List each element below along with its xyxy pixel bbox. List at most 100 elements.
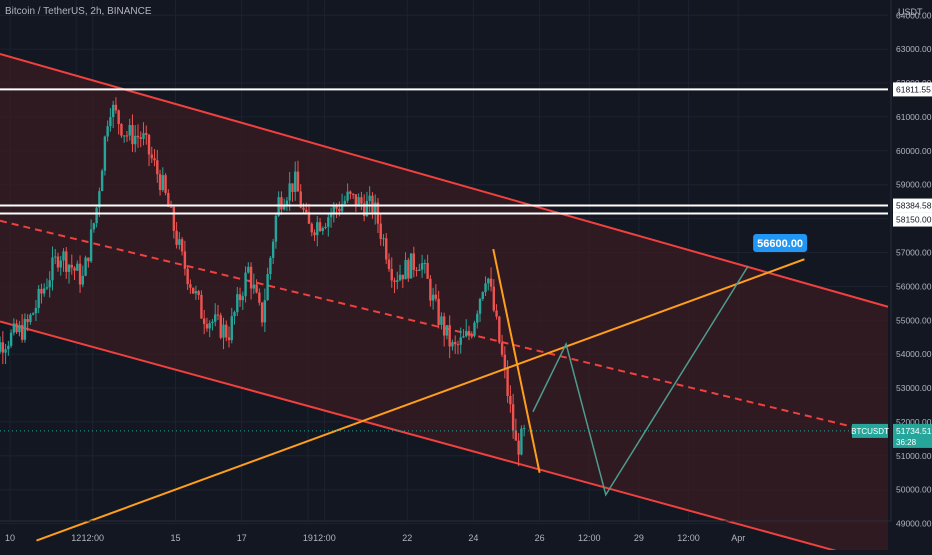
candle[interactable] bbox=[183, 240, 187, 276]
candle[interactable] bbox=[299, 184, 302, 209]
candle[interactable] bbox=[23, 313, 27, 343]
candle[interactable] bbox=[398, 264, 402, 282]
candle[interactable] bbox=[186, 266, 189, 290]
candle[interactable] bbox=[503, 346, 507, 379]
breakdown-trend-line[interactable] bbox=[492, 248, 541, 473]
candle[interactable] bbox=[153, 149, 156, 167]
candle[interactable] bbox=[498, 315, 501, 345]
candle[interactable] bbox=[288, 171, 291, 211]
candle[interactable] bbox=[167, 189, 170, 208]
candle[interactable] bbox=[459, 327, 462, 354]
candle[interactable] bbox=[34, 299, 38, 321]
projection-path[interactable] bbox=[532, 265, 749, 497]
candle[interactable] bbox=[241, 291, 245, 310]
candle[interactable] bbox=[205, 317, 209, 332]
candle[interactable] bbox=[59, 255, 62, 276]
symbol-title[interactable]: Bitcoin / TetherUS, 2h, BINANCE bbox=[5, 6, 152, 17]
candle[interactable] bbox=[393, 277, 396, 294]
candle[interactable] bbox=[379, 214, 382, 246]
candle[interactable] bbox=[426, 254, 429, 279]
candle[interactable] bbox=[4, 343, 7, 364]
candle[interactable] bbox=[214, 303, 217, 327]
candle[interactable] bbox=[495, 304, 498, 320]
candle[interactable] bbox=[15, 319, 18, 334]
candle[interactable] bbox=[467, 325, 471, 341]
candle[interactable] bbox=[219, 312, 222, 340]
candle[interactable] bbox=[211, 318, 214, 331]
candle[interactable] bbox=[327, 213, 330, 237]
candle[interactable] bbox=[401, 274, 404, 289]
candle[interactable] bbox=[481, 291, 484, 301]
candle[interactable] bbox=[40, 283, 43, 304]
candle[interactable] bbox=[191, 287, 195, 295]
candle[interactable] bbox=[511, 393, 515, 439]
candle[interactable] bbox=[478, 297, 482, 322]
candle[interactable] bbox=[385, 232, 388, 265]
candle[interactable] bbox=[175, 222, 178, 249]
candle[interactable] bbox=[180, 237, 184, 256]
candle[interactable] bbox=[509, 385, 512, 413]
candle[interactable] bbox=[313, 229, 316, 242]
candle[interactable] bbox=[29, 313, 32, 325]
candle[interactable] bbox=[476, 310, 479, 329]
support-trend-line[interactable] bbox=[36, 258, 805, 542]
target-price-badge[interactable] bbox=[753, 234, 808, 253]
candle[interactable] bbox=[109, 108, 112, 132]
candle[interactable] bbox=[31, 312, 35, 316]
candle[interactable] bbox=[382, 234, 385, 247]
candle[interactable] bbox=[340, 193, 344, 213]
candle[interactable] bbox=[492, 279, 496, 313]
candle[interactable] bbox=[236, 287, 239, 317]
candle[interactable] bbox=[500, 334, 504, 358]
candle[interactable] bbox=[9, 329, 13, 348]
candle[interactable] bbox=[415, 266, 418, 277]
candle[interactable] bbox=[54, 248, 57, 265]
candle[interactable] bbox=[230, 307, 233, 344]
candle[interactable] bbox=[98, 187, 101, 217]
candle[interactable] bbox=[360, 191, 363, 211]
candle[interactable] bbox=[423, 259, 427, 274]
candle[interactable] bbox=[156, 149, 159, 183]
candle[interactable] bbox=[208, 320, 211, 338]
candle[interactable] bbox=[244, 266, 247, 303]
candle[interactable] bbox=[106, 120, 109, 142]
candle[interactable] bbox=[487, 277, 490, 291]
candle[interactable] bbox=[418, 263, 421, 272]
candle[interactable] bbox=[189, 279, 192, 294]
candle[interactable] bbox=[346, 183, 349, 204]
candle[interactable] bbox=[280, 191, 283, 215]
candle[interactable] bbox=[76, 260, 79, 271]
candle[interactable] bbox=[202, 309, 206, 335]
candle[interactable] bbox=[125, 130, 129, 142]
candle[interactable] bbox=[269, 256, 272, 280]
candle[interactable] bbox=[238, 287, 242, 307]
candle[interactable] bbox=[18, 320, 21, 337]
candle[interactable] bbox=[489, 267, 493, 292]
candle[interactable] bbox=[316, 215, 319, 247]
candle[interactable] bbox=[161, 167, 165, 192]
candle[interactable] bbox=[62, 248, 65, 272]
candle[interactable] bbox=[318, 218, 322, 233]
current-price-badge[interactable] bbox=[893, 423, 932, 448]
candle[interactable] bbox=[136, 124, 140, 148]
candle[interactable] bbox=[89, 219, 93, 263]
candle[interactable] bbox=[362, 194, 366, 222]
candle[interactable] bbox=[225, 320, 228, 342]
candle[interactable] bbox=[260, 301, 264, 327]
candle[interactable] bbox=[263, 288, 267, 333]
candle[interactable] bbox=[470, 331, 473, 339]
candle[interactable] bbox=[0, 336, 2, 354]
candle[interactable] bbox=[429, 274, 432, 307]
candle[interactable] bbox=[255, 279, 258, 294]
candle[interactable] bbox=[87, 257, 90, 268]
candle[interactable] bbox=[43, 283, 46, 297]
candle[interactable] bbox=[409, 253, 413, 279]
candle[interactable] bbox=[150, 146, 153, 163]
candle[interactable] bbox=[178, 232, 181, 250]
candle[interactable] bbox=[442, 312, 446, 347]
candle[interactable] bbox=[404, 252, 407, 280]
candle[interactable] bbox=[431, 287, 435, 310]
candle[interactable] bbox=[45, 278, 49, 290]
candle[interactable] bbox=[412, 246, 416, 278]
channel-lower-line[interactable] bbox=[0, 320, 888, 555]
